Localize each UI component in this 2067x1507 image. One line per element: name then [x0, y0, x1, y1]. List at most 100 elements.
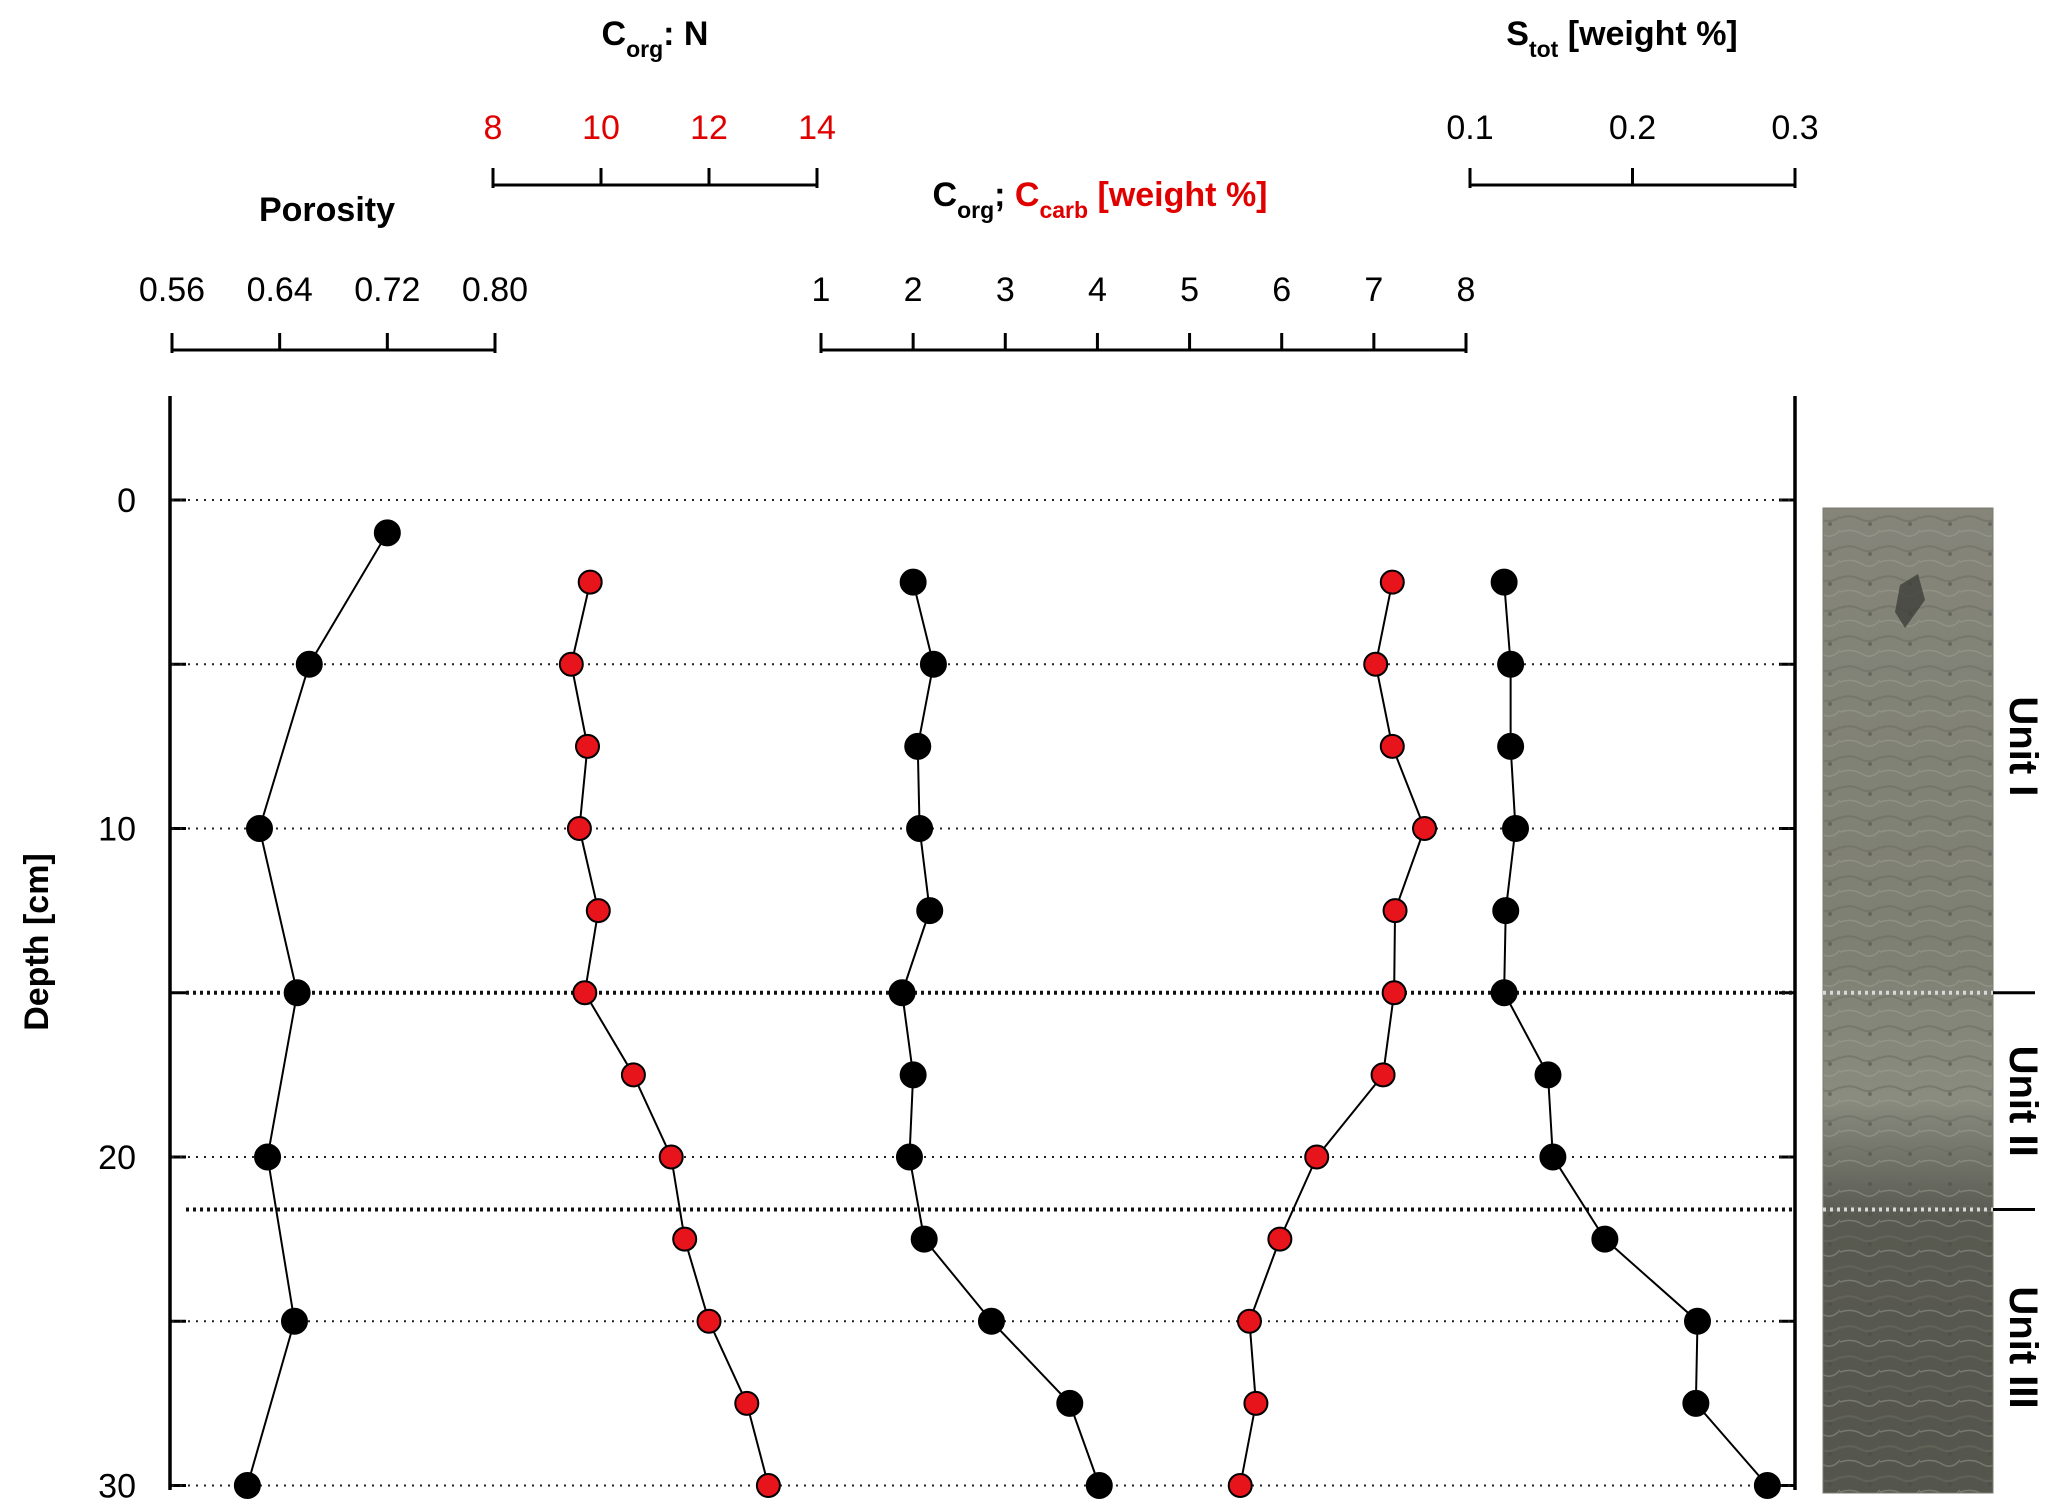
- data-point: [233, 1472, 261, 1499]
- data-point: [672, 1226, 698, 1252]
- unit-labels: Unit I Unit II Unit III: [2001, 696, 2045, 1408]
- carbon-tick-label: 8: [1457, 271, 1476, 309]
- data-point: [916, 897, 944, 925]
- carbon-tick-label: 5: [1180, 271, 1199, 309]
- carbon-title: Corg; Ccarb [weight %]: [933, 176, 1268, 223]
- depth-tick-label: 10: [98, 811, 136, 849]
- data-point: [910, 1225, 938, 1253]
- data-point: [1492, 897, 1520, 925]
- porosity-tick-label: 0.64: [247, 271, 313, 309]
- data-point: [888, 979, 916, 1007]
- data-point: [577, 569, 603, 595]
- data-point: [1379, 733, 1405, 759]
- series-carbon-red: [1227, 569, 1438, 1498]
- data-point: [566, 816, 592, 841]
- data-point: [1382, 898, 1408, 924]
- data-point: [1227, 1473, 1253, 1498]
- data-point: [283, 979, 311, 1007]
- data-point: [899, 1061, 927, 1089]
- series-stot-black: [1490, 568, 1781, 1499]
- carbon-scale: Corg; Ccarb [weight %] 1 2 3 4 5 6 7 8: [812, 176, 1476, 353]
- carbon-tick-label: 2: [904, 271, 923, 309]
- porosity-scale: Porosity 0.56 0.64 0.72 0.80: [139, 191, 528, 353]
- data-point: [899, 568, 927, 596]
- data-point: [1753, 1472, 1781, 1499]
- series-line: [1239, 581, 1426, 1486]
- stot-title: Stot [weight %]: [1506, 15, 1738, 62]
- data-point: [254, 1143, 282, 1171]
- data-series: [233, 519, 1781, 1499]
- data-point: [1684, 1307, 1711, 1335]
- cn-tick-labels: 8 10 12 14: [484, 109, 836, 147]
- depth-axis: Depth [cm] 0 10 20 30: [18, 396, 1797, 1506]
- data-point: [1304, 1144, 1330, 1170]
- data-point: [1085, 1472, 1113, 1499]
- depth-tick-label: 0: [117, 482, 136, 520]
- porosity-tick-label: 0.80: [462, 271, 528, 309]
- porosity-title: Porosity: [259, 191, 395, 229]
- data-point: [696, 1308, 722, 1334]
- data-point: [1497, 732, 1525, 760]
- depth-tick-label: 20: [98, 1139, 136, 1177]
- series-line: [246, 532, 389, 1486]
- unit-label: Unit I: [2001, 696, 2045, 796]
- data-point: [1412, 816, 1438, 841]
- stot-scale: Stot [weight %] 0.1 0.2 0.3: [1446, 15, 1819, 188]
- data-point: [1682, 1389, 1710, 1417]
- data-point: [1243, 1390, 1269, 1416]
- porosity-tick-labels: 0.56 0.64 0.72 0.80: [139, 271, 528, 309]
- data-point: [658, 1144, 684, 1170]
- unit-boundaries: [186, 990, 2035, 1212]
- data-point: [295, 650, 323, 678]
- data-point: [1267, 1226, 1293, 1252]
- carbon-tick-label: 4: [1088, 271, 1107, 309]
- porosity-tick-label: 0.72: [354, 271, 420, 309]
- series-porosity-black: [233, 519, 401, 1499]
- unit-label: Unit II: [2001, 1046, 2045, 1157]
- porosity-scale-bar: [170, 333, 497, 353]
- cn-tick-label: 14: [798, 109, 836, 147]
- porosity-tick-label: 0.56: [139, 271, 205, 309]
- depth-axis-title: Depth [cm]: [18, 853, 56, 1031]
- data-point: [755, 1473, 781, 1498]
- data-point: [575, 733, 600, 759]
- data-point: [1591, 1225, 1619, 1253]
- data-point: [1370, 1062, 1396, 1088]
- carbon-tick-label: 1: [812, 271, 831, 309]
- data-point: [1381, 980, 1407, 1006]
- cn-title: Corg: N: [602, 15, 709, 62]
- cn-tick-label: 8: [484, 109, 503, 147]
- carbon-scale-bar: [819, 333, 1468, 353]
- data-point: [1236, 1308, 1262, 1334]
- sediment-core-photo: [1822, 507, 1994, 1494]
- depth-tick-labels: 0 10 20 30: [98, 482, 1795, 1506]
- unit-label: Unit III: [2001, 1286, 2045, 1408]
- carbon-tick-label: 3: [996, 271, 1015, 309]
- series-line: [1503, 582, 1769, 1487]
- series-cn-red: [558, 569, 781, 1498]
- data-point: [1497, 650, 1525, 678]
- cn-scale: Corg: N 8 10 12 14: [484, 15, 836, 188]
- data-point: [919, 650, 947, 678]
- stot-tick-label: 0.1: [1446, 109, 1493, 147]
- data-point: [572, 980, 598, 1006]
- data-point: [1056, 1389, 1084, 1417]
- carbon-tick-labels: 1 2 3 4 5 6 7 8: [812, 271, 1476, 309]
- data-point: [245, 815, 273, 842]
- data-point: [906, 815, 934, 842]
- data-point: [1539, 1143, 1567, 1171]
- depth-tick-label: 30: [98, 1468, 136, 1506]
- data-point: [734, 1390, 760, 1416]
- series-line: [901, 581, 1101, 1486]
- stot-scale-bar: [1468, 168, 1797, 188]
- data-point: [1534, 1061, 1562, 1089]
- cn-scale-bar: [491, 168, 819, 188]
- series-line: [570, 581, 770, 1486]
- stot-tick-label: 0.3: [1771, 109, 1818, 147]
- carbon-tick-label: 7: [1364, 271, 1383, 309]
- series-carbon-black: [888, 568, 1113, 1499]
- stot-tick-labels: 0.1 0.2 0.3: [1446, 109, 1818, 147]
- data-point: [977, 1307, 1005, 1335]
- stot-tick-label: 0.2: [1609, 109, 1656, 147]
